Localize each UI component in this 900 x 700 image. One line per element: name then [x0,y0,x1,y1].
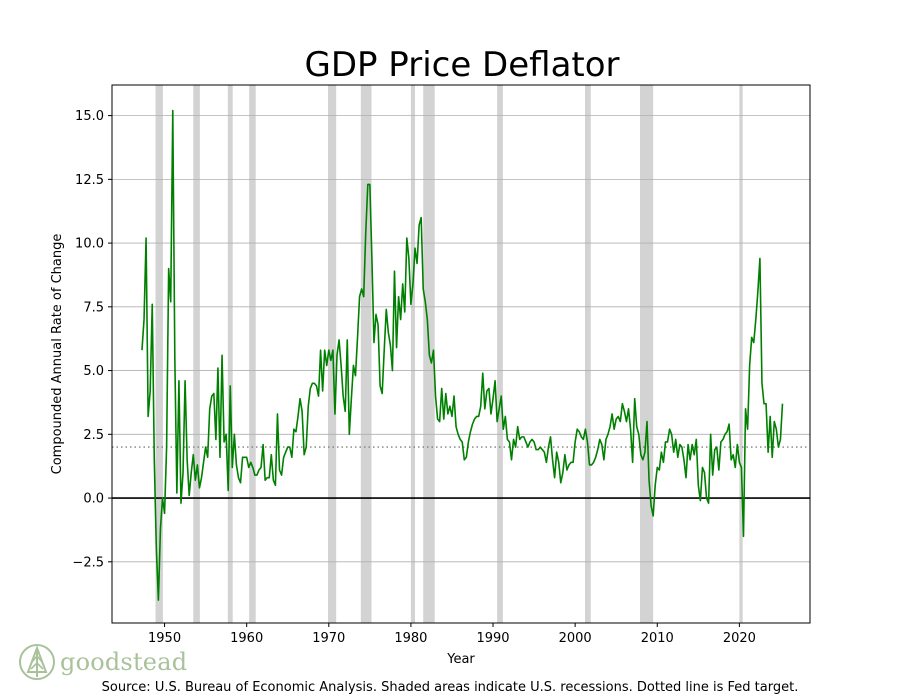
reference-lines [112,446,810,499]
grid-lines [112,115,810,563]
x-tick-label: 1950 [148,631,181,646]
y-tick-label: 0.0 [83,492,104,507]
x-tick-label: 2020 [723,631,756,646]
x-tick-label: 2010 [641,631,674,646]
y-tick-label: 12.5 [75,173,104,188]
plot-frame [111,84,811,624]
y-tick-label: 7.5 [83,300,104,315]
x-tick-label: 1970 [312,631,345,646]
recession-band [640,85,654,623]
recession-bands [155,85,743,623]
x-axis-label: Year [446,652,475,667]
recession-band [193,85,200,623]
recession-band [227,85,233,623]
x-tick-label: 1990 [476,631,509,646]
recession-band [497,85,503,623]
y-tick-label: 5.0 [83,364,104,379]
tree-icon [19,644,55,680]
logo-wordmark: goodstead [60,648,188,676]
y-axis-label: Compounded Annual Rate of Change [50,234,65,475]
recession-band [360,85,372,623]
y-tick-label: −2.5 [72,555,104,570]
x-axis-ticks: 1950 1960 1970 1980 1990 2000 2010 2020 [148,623,756,646]
recession-band [584,85,591,623]
x-tick-label: 1980 [394,631,427,646]
goodstead-logo: goodstead [18,642,187,682]
y-axis-ticks: −2.5 0.0 2.5 5.0 7.5 10.0 12.5 15.0 [72,109,112,570]
x-tick-label: 1960 [230,631,263,646]
y-tick-label: 2.5 [83,428,104,443]
recession-band [410,85,416,623]
recession-band [249,85,256,623]
recession-band [739,85,743,623]
series-line [141,109,784,601]
series-layer [141,109,784,601]
source-note: Source: U.S. Bureau of Economic Analysis… [101,680,799,695]
recession-band [155,85,163,623]
x-tick-label: 2000 [559,631,592,646]
chart-title: GDP Price Deflator [304,45,619,85]
y-tick-label: 10.0 [75,237,104,252]
y-tick-label: 15.0 [75,109,104,124]
